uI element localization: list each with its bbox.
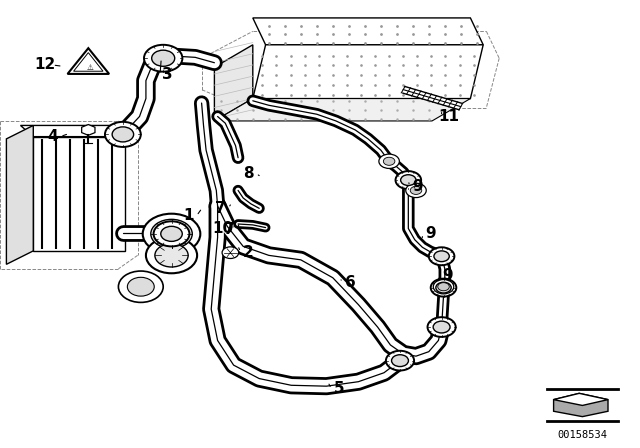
Circle shape xyxy=(410,186,422,194)
Text: 00158534: 00158534 xyxy=(557,430,607,440)
Circle shape xyxy=(392,355,408,366)
Circle shape xyxy=(127,277,154,296)
Circle shape xyxy=(396,171,421,189)
Polygon shape xyxy=(6,125,33,264)
Text: 9: 9 xyxy=(412,179,422,194)
Text: 7: 7 xyxy=(216,201,226,216)
Text: 12: 12 xyxy=(34,57,56,73)
Text: 10: 10 xyxy=(212,221,234,236)
Circle shape xyxy=(152,50,175,66)
Polygon shape xyxy=(214,45,253,121)
Polygon shape xyxy=(554,393,608,417)
Polygon shape xyxy=(82,125,95,135)
Text: 9: 9 xyxy=(443,268,453,283)
Polygon shape xyxy=(554,393,608,405)
Text: 4: 4 xyxy=(47,129,58,144)
Text: ⚠: ⚠ xyxy=(86,63,93,72)
Circle shape xyxy=(401,175,416,185)
Text: 6: 6 xyxy=(346,275,356,290)
Circle shape xyxy=(406,183,426,198)
Polygon shape xyxy=(214,99,470,121)
Circle shape xyxy=(433,280,454,294)
Circle shape xyxy=(379,154,399,168)
Circle shape xyxy=(118,271,163,302)
Circle shape xyxy=(429,247,454,265)
Circle shape xyxy=(428,317,456,337)
Circle shape xyxy=(436,282,451,293)
Circle shape xyxy=(438,283,449,291)
Circle shape xyxy=(112,127,134,142)
Circle shape xyxy=(433,321,450,333)
Polygon shape xyxy=(20,125,125,137)
Circle shape xyxy=(434,251,449,262)
Circle shape xyxy=(161,226,182,241)
Circle shape xyxy=(386,351,414,370)
Polygon shape xyxy=(68,48,109,74)
Text: 7: 7 xyxy=(224,222,234,237)
Circle shape xyxy=(154,221,189,246)
Polygon shape xyxy=(253,45,483,99)
Circle shape xyxy=(222,247,239,258)
Text: 1: 1 xyxy=(184,208,194,224)
Circle shape xyxy=(431,279,456,297)
Circle shape xyxy=(144,45,182,72)
Circle shape xyxy=(146,237,197,273)
Polygon shape xyxy=(33,137,125,251)
Text: 2: 2 xyxy=(243,245,253,260)
Circle shape xyxy=(151,220,192,248)
Text: 5: 5 xyxy=(334,381,344,396)
Circle shape xyxy=(105,122,141,147)
Text: 8: 8 xyxy=(243,166,253,181)
Circle shape xyxy=(383,157,395,165)
Text: 3: 3 xyxy=(163,67,173,82)
Polygon shape xyxy=(253,18,483,45)
Circle shape xyxy=(159,225,184,243)
Circle shape xyxy=(143,214,200,254)
Text: 9: 9 xyxy=(425,226,435,241)
Circle shape xyxy=(155,244,188,267)
Text: 11: 11 xyxy=(439,109,460,124)
